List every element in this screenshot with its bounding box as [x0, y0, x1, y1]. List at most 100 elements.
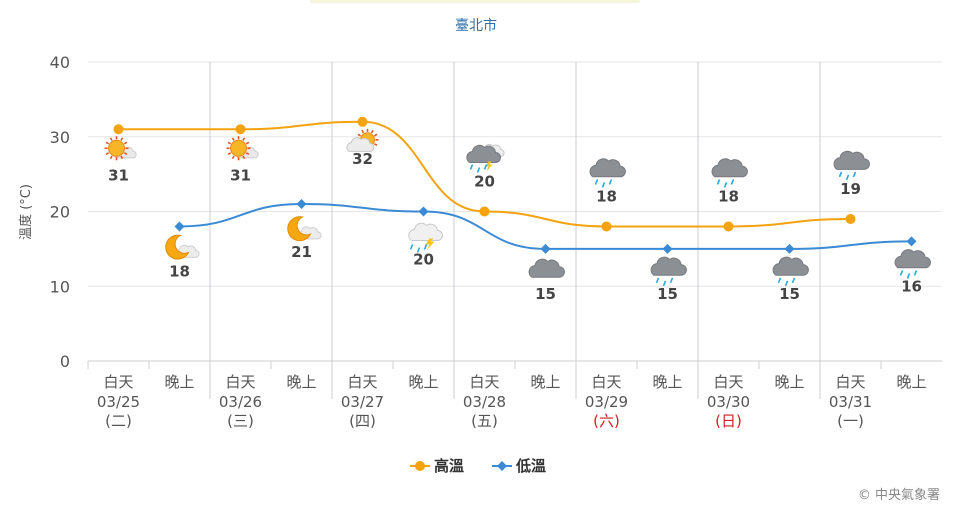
cloud-shape	[528, 258, 565, 278]
sun-ray	[227, 141, 232, 145]
rain-drop	[845, 174, 850, 181]
clear-night-icon	[287, 216, 322, 242]
moon-shape	[287, 216, 312, 242]
credit-text: © 中央氣象署	[858, 488, 940, 503]
low-temp-point	[418, 206, 429, 217]
high-temp-point	[601, 221, 612, 232]
sun-ray	[370, 129, 374, 134]
legend-marker	[497, 461, 507, 471]
x-period-label: 晚上	[164, 373, 194, 391]
low-temp-label: 15	[779, 285, 800, 303]
rain-drop	[913, 270, 918, 276]
partly-cloudy-day-icon	[346, 128, 379, 152]
sun-ray	[374, 143, 378, 146]
high-temp-label: 18	[596, 187, 617, 205]
high-temp-point	[357, 116, 368, 127]
rain-drop	[476, 167, 481, 173]
sun-ray	[231, 155, 235, 160]
low-temp-label: 15	[657, 285, 678, 303]
rain-drop	[852, 171, 857, 178]
x-date-label: 03/26	[219, 393, 262, 411]
rain-drop	[906, 273, 911, 279]
y-tick-label: 10	[50, 277, 70, 296]
low-temp-point	[296, 199, 307, 210]
sun-disc	[108, 139, 125, 157]
rain-icon	[589, 158, 626, 188]
y-tick-label: 0	[60, 352, 70, 371]
rain-drop	[601, 182, 606, 188]
rain-drop	[899, 270, 904, 276]
rain-drop	[716, 179, 721, 185]
y-axis-label: 溫度 (°C)	[18, 184, 34, 240]
cloud-shape	[772, 256, 809, 276]
x-date-label: 03/29	[585, 393, 628, 411]
rain-drop	[483, 164, 488, 170]
rain-cloudy-icon	[466, 143, 505, 173]
sun-ray	[245, 152, 250, 155]
low-temp-point	[662, 243, 673, 254]
x-period-label: 晚上	[408, 373, 438, 391]
x-period-label: 白天	[469, 373, 499, 391]
high-temp-point	[235, 124, 246, 135]
sun-disc	[230, 139, 247, 157]
sun-ray	[123, 152, 128, 155]
x-weekday-label: (日)	[715, 412, 742, 430]
rain-drop	[409, 244, 414, 250]
rain-drop	[469, 164, 474, 170]
rain-drop	[791, 277, 796, 284]
x-period-label: 晚上	[286, 373, 316, 391]
low-temp-label: 15	[535, 285, 556, 303]
moon-shape	[165, 234, 190, 260]
x-period-label: 白天	[713, 373, 743, 391]
sun-ray	[120, 155, 124, 160]
sun-ray	[231, 137, 235, 141]
x-period-label: 晚上	[530, 373, 560, 391]
x-period-label: 晚上	[896, 373, 926, 391]
x-weekday-label: (六)	[593, 412, 620, 430]
sun-ray	[105, 152, 110, 155]
cloud-shape	[589, 158, 626, 178]
high-temp-label: 18	[718, 187, 739, 205]
cloud-shape	[833, 150, 870, 170]
rain-drop	[838, 171, 843, 178]
low-temp-point	[906, 236, 917, 247]
low-temp-label: 18	[169, 262, 190, 280]
cloud-shape	[650, 256, 687, 276]
sun-ray	[227, 152, 232, 155]
rain-drop	[784, 280, 789, 287]
sunny-icon	[104, 136, 137, 161]
sun-ray	[242, 137, 246, 141]
high-temp-label: 31	[108, 166, 129, 184]
top-strip	[310, 0, 640, 3]
rain-drop	[777, 277, 782, 284]
high-temp-point	[113, 124, 124, 135]
x-weekday-label: (五)	[471, 412, 498, 430]
x-date-label: 03/27	[341, 393, 384, 411]
high-temp-label: 20	[474, 173, 495, 191]
cloudy-icon	[528, 258, 565, 278]
rain-drop	[730, 179, 735, 185]
sun-ray	[357, 133, 361, 137]
cloud-shape	[894, 249, 931, 269]
low-temp-label: 21	[291, 243, 312, 261]
x-weekday-label: (二)	[105, 412, 132, 430]
cloud-shape	[346, 137, 375, 152]
rain-icon	[711, 158, 748, 188]
rain-icon	[650, 256, 687, 287]
y-tick-label: 40	[50, 53, 70, 72]
sun-ray	[242, 155, 246, 160]
x-weekday-label: (三)	[227, 412, 254, 430]
rain-icon	[894, 249, 931, 279]
x-date-label: 03/25	[97, 393, 140, 411]
x-period-label: 白天	[347, 373, 377, 391]
x-date-label: 03/30	[707, 393, 750, 411]
legend-layer: 高溫 低溫 © 中央氣象署	[410, 457, 940, 503]
sun-ray	[109, 155, 113, 160]
high-temp-point	[845, 213, 856, 224]
series-layer: 31 31 32 20 18 18 19 18 21 20 15 15 15 16	[104, 116, 931, 303]
rain-drop	[655, 277, 660, 284]
sun-ray	[374, 133, 378, 137]
legend-label: 高溫	[434, 457, 464, 475]
clear-night-icon	[165, 234, 200, 260]
